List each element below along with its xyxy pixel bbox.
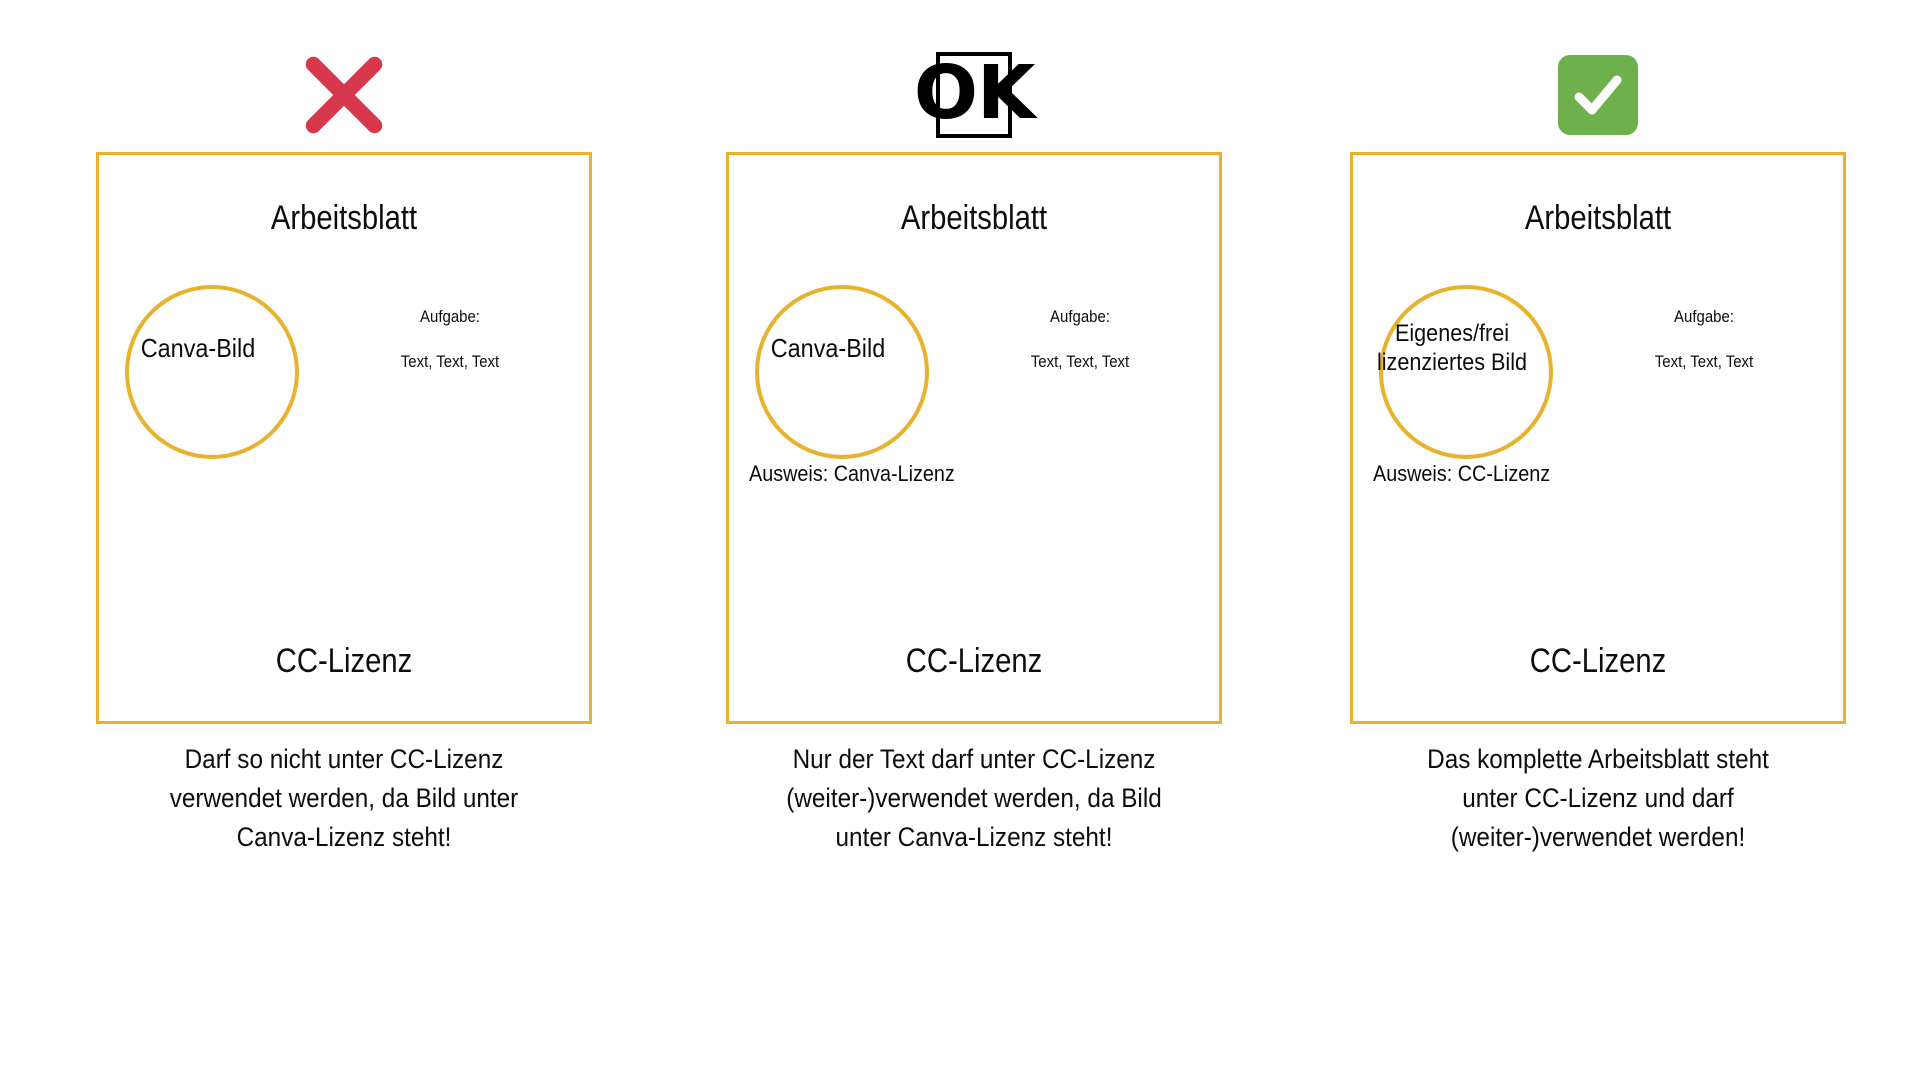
- task-block: Aufgabe: Text, Text, Text: [961, 307, 1199, 372]
- task-body: Text, Text, Text: [1030, 352, 1130, 371]
- task-heading: Aufgabe:: [420, 307, 480, 326]
- worksheet-licence-footer: CC-Lizenz: [275, 642, 413, 680]
- status-indicator-slot: OK: [670, 40, 1278, 150]
- image-licence-note: Ausweis: Canva-Lizenz: [749, 461, 955, 486]
- worksheet-card: Arbeitsblatt Canva-Bild Aufgabe: Text, T…: [726, 152, 1222, 724]
- image-licence-note: Ausweis: CC-Lizenz: [1373, 461, 1551, 486]
- ok-box-label: OK: [913, 50, 1036, 137]
- circle-image-placeholder-icon: [125, 285, 299, 459]
- circle-image-label: Canva-Bild: [770, 333, 886, 363]
- column-caption: Das komplette Arbeitsblatt steht unter C…: [1427, 744, 1769, 853]
- worksheet-title: Arbeitsblatt: [900, 199, 1048, 237]
- status-indicator-slot: [1294, 40, 1902, 150]
- circle-image-label: Canva-Bild: [140, 333, 256, 363]
- green-check-icon: [1558, 55, 1638, 135]
- task-block: Aufgabe: Text, Text, Text: [1585, 307, 1823, 372]
- check-glyph-icon: [1574, 75, 1622, 115]
- circle-image-placeholder-icon: [755, 285, 929, 459]
- worksheet-title: Arbeitsblatt: [270, 199, 418, 237]
- status-indicator-slot: [40, 40, 648, 150]
- task-heading: Aufgabe:: [1050, 307, 1110, 326]
- worksheet-title: Arbeitsblatt: [1524, 199, 1672, 237]
- ok-box-icon: OK: [914, 52, 1035, 138]
- example-column-negative: Arbeitsblatt Canva-Bild Aufgabe: Text, T…: [40, 0, 648, 1080]
- example-column-partial: OK Arbeitsblatt Canva-Bild Aufgabe: Text…: [670, 0, 1278, 1080]
- worksheet-licence-footer: CC-Lizenz: [1529, 642, 1667, 680]
- worksheet-licence-footer: CC-Lizenz: [905, 642, 1043, 680]
- task-body: Text, Text, Text: [1654, 352, 1754, 371]
- worksheet-card: Arbeitsblatt Canva-Bild Aufgabe: Text, T…: [96, 152, 592, 724]
- column-caption: Nur der Text darf unter CC-Lizenz (weite…: [786, 744, 1162, 853]
- task-block: Aufgabe: Text, Text, Text: [331, 307, 569, 372]
- worksheet-card: Arbeitsblatt Eigenes/frei lizenziertes B…: [1350, 152, 1846, 724]
- red-cross-icon: [305, 56, 383, 134]
- circle-image-label: Eigenes/frei lizenziertes Bild: [1376, 320, 1528, 377]
- circle-image-placeholder-icon: [1379, 285, 1553, 459]
- example-column-positive: Arbeitsblatt Eigenes/frei lizenziertes B…: [1294, 0, 1902, 1080]
- task-heading: Aufgabe:: [1674, 307, 1734, 326]
- task-body: Text, Text, Text: [400, 352, 500, 371]
- column-caption: Darf so nicht unter CC-Lizenz verwendet …: [169, 744, 519, 853]
